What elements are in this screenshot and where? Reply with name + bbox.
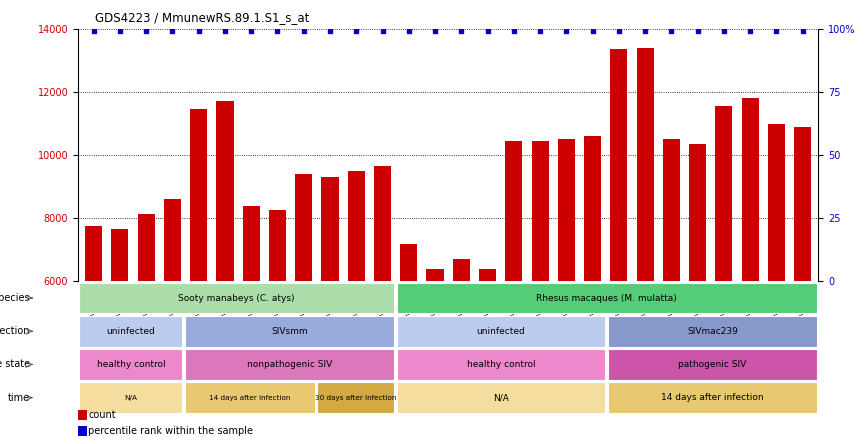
Bar <box>185 349 394 380</box>
Bar <box>662 139 680 281</box>
Bar <box>400 243 417 281</box>
Bar <box>85 226 102 281</box>
Text: percentile rank within the sample: percentile rank within the sample <box>88 426 254 436</box>
Text: Rhesus macaques (M. mulatta): Rhesus macaques (M. mulatta) <box>536 293 677 302</box>
Bar <box>608 349 817 380</box>
Bar <box>80 283 394 313</box>
Text: time: time <box>8 392 29 403</box>
Text: species: species <box>0 293 29 303</box>
Text: disease state: disease state <box>0 360 29 369</box>
Bar <box>608 316 817 346</box>
Bar <box>112 229 128 281</box>
Bar <box>608 382 817 413</box>
Bar <box>269 210 286 281</box>
Bar <box>80 316 183 346</box>
Bar <box>80 349 183 380</box>
Bar <box>397 283 817 313</box>
Bar <box>185 382 314 413</box>
Bar <box>138 214 155 281</box>
Bar <box>397 349 605 380</box>
Bar <box>374 166 391 281</box>
Text: SIVsmm: SIVsmm <box>271 327 307 336</box>
Text: N/A: N/A <box>493 393 509 402</box>
Bar <box>242 206 260 281</box>
Bar <box>164 199 181 281</box>
Bar <box>689 144 706 281</box>
Bar <box>216 102 234 281</box>
Bar <box>558 139 575 281</box>
Text: 14 days after infection: 14 days after infection <box>662 393 764 402</box>
Bar <box>191 109 207 281</box>
Text: 14 days after infection: 14 days after infection <box>209 395 290 400</box>
Bar <box>185 316 394 346</box>
Bar <box>505 141 522 281</box>
Text: uninfected: uninfected <box>107 327 155 336</box>
Text: SIVmac239: SIVmac239 <box>687 327 738 336</box>
Text: uninfected: uninfected <box>476 327 526 336</box>
Bar <box>397 382 605 413</box>
Bar <box>715 106 733 281</box>
Bar <box>295 174 313 281</box>
Bar <box>768 123 785 281</box>
Bar <box>321 177 339 281</box>
Text: pathogenic SIV: pathogenic SIV <box>678 360 746 369</box>
Bar <box>348 171 365 281</box>
Bar <box>453 259 470 281</box>
Bar <box>794 127 811 281</box>
Text: healthy control: healthy control <box>96 360 165 369</box>
Text: GDS4223 / MmunewRS.89.1.S1_s_at: GDS4223 / MmunewRS.89.1.S1_s_at <box>95 12 310 24</box>
Bar <box>426 269 443 281</box>
Text: nonpathogenic SIV: nonpathogenic SIV <box>247 360 333 369</box>
Bar <box>532 141 548 281</box>
Bar <box>741 98 759 281</box>
Text: infection: infection <box>0 326 29 336</box>
Bar <box>611 49 627 281</box>
Text: count: count <box>88 410 116 420</box>
Bar <box>80 382 183 413</box>
Text: Sooty manabeys (C. atys): Sooty manabeys (C. atys) <box>178 293 294 302</box>
Bar <box>479 269 496 281</box>
Text: N/A: N/A <box>125 395 138 400</box>
Bar <box>317 382 394 413</box>
Text: 30 days after infection: 30 days after infection <box>315 395 397 400</box>
Text: healthy control: healthy control <box>467 360 535 369</box>
Bar <box>584 136 601 281</box>
Bar <box>397 316 605 346</box>
Bar <box>637 48 654 281</box>
